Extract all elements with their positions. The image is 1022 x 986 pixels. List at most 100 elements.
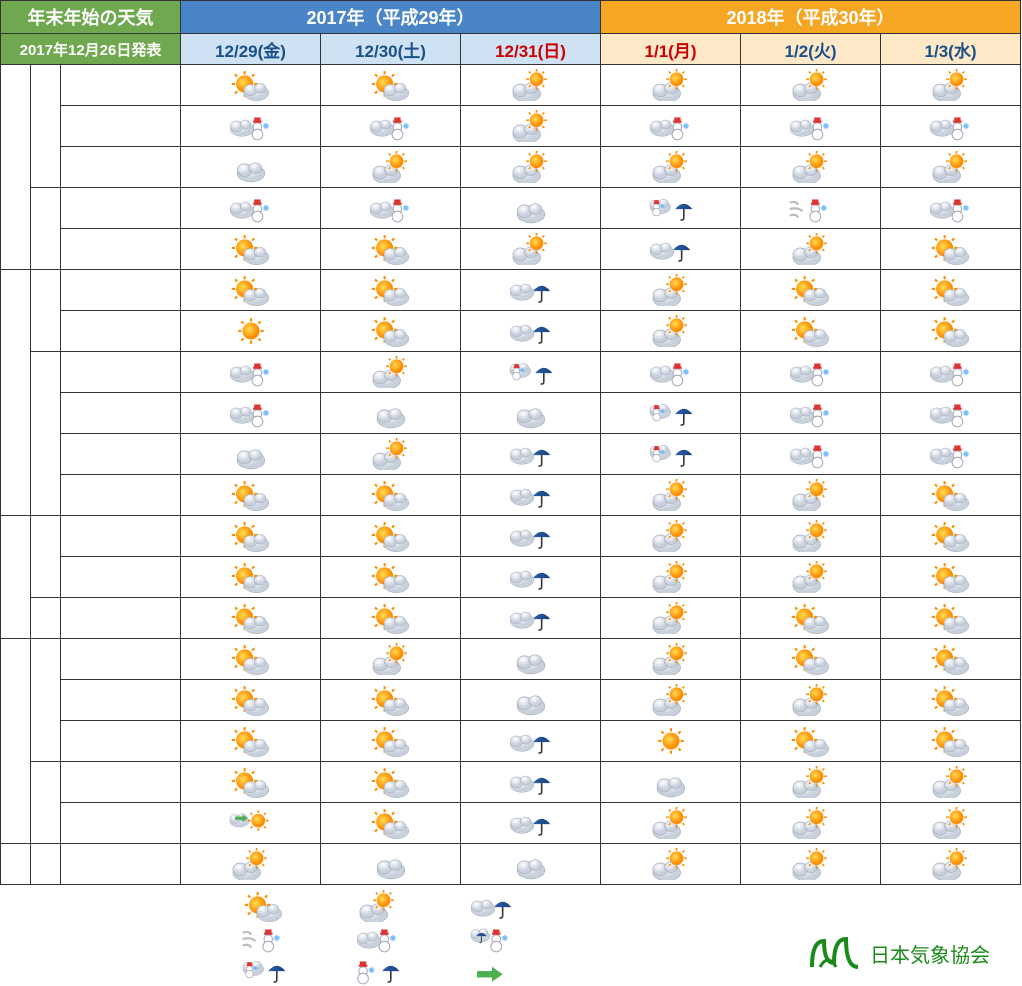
weather-icon [881, 188, 1020, 228]
weather-icon [741, 188, 880, 228]
wx-18-0 [181, 803, 321, 844]
wx-19-2 [461, 844, 601, 885]
weather-icon [321, 721, 460, 761]
wx-1-5 [881, 106, 1021, 147]
date-col-5: 1/3(水) [881, 34, 1021, 65]
wx-17-2 [461, 762, 601, 803]
weather-icon [461, 516, 600, 556]
weather-icon [181, 106, 320, 146]
wx-2-5 [881, 147, 1021, 188]
legend-item [468, 923, 522, 953]
weather-icon [321, 188, 460, 228]
wx-11-2 [461, 516, 601, 557]
weather-icon [181, 598, 320, 638]
weather-icon [741, 65, 880, 105]
title-cell: 年末年始の天気 [1, 1, 181, 34]
wx-16-2 [461, 721, 601, 762]
weather-icon [741, 229, 880, 269]
wx-0-5 [881, 65, 1021, 106]
wx-19-1 [321, 844, 461, 885]
weather-icon [741, 557, 880, 597]
wx-10-2 [461, 475, 601, 516]
legend-item [354, 955, 408, 985]
weather-icon [881, 229, 1020, 269]
weather-icon [461, 229, 600, 269]
subregion-3 [31, 188, 61, 270]
weather-icon [741, 762, 880, 802]
weather-icon [321, 229, 460, 269]
city-13 [61, 598, 181, 639]
weather-icon [741, 311, 880, 351]
weather-icon [601, 393, 740, 433]
jwa-logo: 日本気象協会 [806, 921, 990, 985]
weather-icon [601, 762, 740, 802]
weather-icon [881, 270, 1020, 310]
wx-12-1 [321, 557, 461, 598]
city-1 [61, 106, 181, 147]
wx-5-5 [881, 270, 1021, 311]
weather-icon [601, 475, 740, 515]
weather-icon [881, 393, 1020, 433]
wx-10-5 [881, 475, 1021, 516]
wx-2-1 [321, 147, 461, 188]
wx-17-5 [881, 762, 1021, 803]
wx-5-2 [461, 270, 601, 311]
year-2018: 2018年（平成30年） [601, 1, 1021, 34]
weather-icon [601, 844, 740, 884]
subregion-19 [31, 844, 61, 885]
wx-3-1 [321, 188, 461, 229]
weather-icon [881, 803, 1020, 843]
city-11 [61, 516, 181, 557]
wx-8-3 [601, 393, 741, 434]
weather-icon [461, 352, 600, 392]
weather-icon [601, 434, 740, 474]
wx-7-0 [181, 352, 321, 393]
city-7 [61, 352, 181, 393]
wx-9-5 [881, 434, 1021, 475]
wx-2-3 [601, 147, 741, 188]
weather-icon [461, 680, 600, 720]
weather-icon [881, 65, 1020, 105]
legend-item [240, 891, 294, 921]
weather-icon [601, 270, 740, 310]
wx-9-1 [321, 434, 461, 475]
wx-4-2 [461, 229, 601, 270]
weather-icon [881, 311, 1020, 351]
wx-12-5 [881, 557, 1021, 598]
weather-icon [181, 311, 320, 351]
wx-10-3 [601, 475, 741, 516]
wx-5-1 [321, 270, 461, 311]
wx-2-0 [181, 147, 321, 188]
wx-0-0 [181, 65, 321, 106]
wx-15-3 [601, 680, 741, 721]
wx-19-0 [181, 844, 321, 885]
weather-icon [601, 721, 740, 761]
wx-13-3 [601, 598, 741, 639]
weather-icon [181, 65, 320, 105]
weather-icon [601, 516, 740, 556]
weather-icon [601, 311, 740, 351]
wx-6-4 [741, 311, 881, 352]
weather-icon [321, 762, 460, 802]
weather-icon [601, 639, 740, 679]
wx-19-4 [741, 844, 881, 885]
subregion-11 [31, 516, 61, 598]
wx-9-2 [461, 434, 601, 475]
weather-icon [321, 516, 460, 556]
weather-icon [321, 598, 460, 638]
wx-10-1 [321, 475, 461, 516]
wx-14-3 [601, 639, 741, 680]
weather-icon [881, 475, 1020, 515]
weather-icon [321, 803, 460, 843]
wx-3-2 [461, 188, 601, 229]
wx-8-5 [881, 393, 1021, 434]
weather-icon [461, 434, 600, 474]
wx-3-0 [181, 188, 321, 229]
weather-icon [181, 557, 320, 597]
weather-icon [181, 762, 320, 802]
city-0 [61, 65, 181, 106]
weather-icon [601, 188, 740, 228]
wx-18-5 [881, 803, 1021, 844]
wx-17-3 [601, 762, 741, 803]
weather-icon [741, 803, 880, 843]
